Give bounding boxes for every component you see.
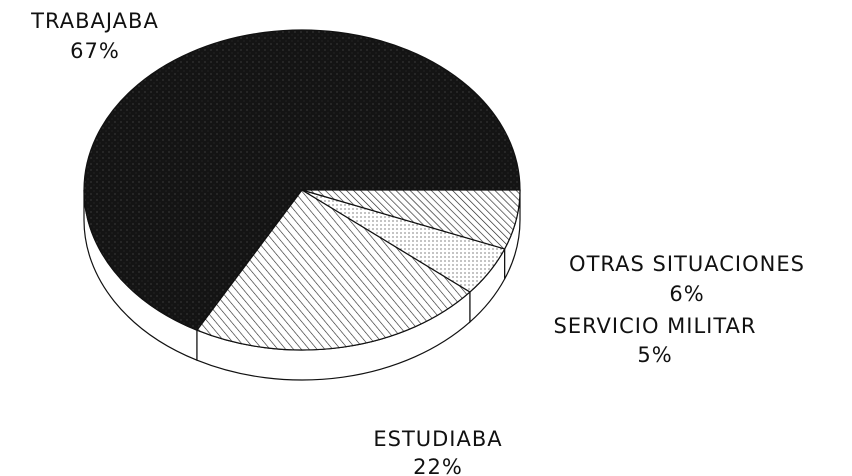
slice-label: ESTUDIABA [373,427,502,451]
value-label: 67% [70,39,120,63]
slice [83,29,521,331]
slice-label: TRABAJABA [30,9,159,33]
value-label: 5% [637,343,672,367]
value-label: 22% [413,455,463,476]
slice-label: SERVICIO MILITAR [553,314,756,338]
slice [196,189,471,351]
value-label: 6% [669,282,704,306]
slice [301,189,521,250]
slice-label: OTRAS SITUACIONES [569,252,805,276]
